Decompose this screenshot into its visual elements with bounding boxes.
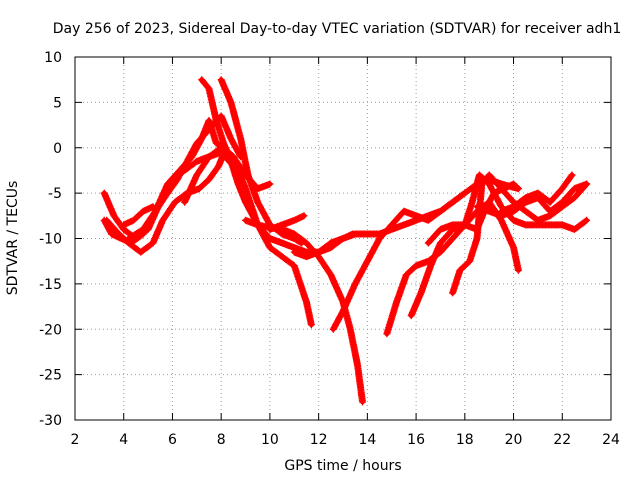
series-track-8 — [181, 144, 274, 206]
y-tick-label: -25 — [39, 368, 62, 384]
series-track-6 — [242, 216, 366, 406]
y-tick-label: 0 — [53, 141, 62, 157]
y-tick-label: -10 — [39, 232, 62, 248]
data-point-markers — [497, 171, 576, 215]
y-tick-label: -15 — [39, 277, 62, 293]
x-tick-label: 16 — [407, 432, 425, 448]
x-tick-label: 14 — [358, 432, 376, 448]
x-tick-label: 12 — [310, 432, 328, 448]
data-point-markers — [181, 144, 274, 206]
data-point-markers — [266, 212, 308, 233]
data-point-markers — [329, 189, 469, 333]
x-tick-label: 2 — [71, 432, 80, 448]
series-track-9 — [290, 176, 522, 261]
x-tick-label: 4 — [119, 432, 128, 448]
series-track-10 — [329, 189, 469, 333]
series-track-15 — [497, 171, 576, 215]
chart-title: Day 256 of 2023, Sidereal Day-to-day VTE… — [53, 21, 621, 37]
data-point-markers — [125, 112, 245, 242]
x-tick-label: 6 — [168, 432, 177, 448]
data-point-markers — [383, 198, 522, 338]
data-point-markers — [242, 216, 366, 406]
series-track-18 — [266, 212, 308, 233]
x-axis-label: GPS time / hours — [284, 458, 401, 474]
y-tick-label: -20 — [39, 322, 62, 338]
series-track-16 — [424, 180, 522, 247]
series-track-7 — [125, 112, 245, 242]
x-tick-label: 24 — [602, 432, 620, 448]
y-tick-label: -30 — [39, 413, 62, 429]
data-point-markers — [290, 176, 522, 261]
y-tick-label: 5 — [53, 95, 62, 111]
series-track-11 — [383, 198, 522, 338]
data-point-markers — [120, 203, 157, 229]
series-layer — [100, 76, 591, 406]
y-tick-label: -5 — [48, 186, 62, 202]
series-track-14 — [473, 180, 591, 220]
y-axis-label: SDTVAR / TECUs — [5, 181, 21, 296]
y-tick-label: 10 — [44, 50, 62, 66]
series-track-17 — [120, 203, 157, 229]
x-tick-label: 18 — [456, 432, 474, 448]
data-point-markers — [473, 180, 591, 220]
x-tick-label: 8 — [217, 432, 226, 448]
data-point-markers — [424, 180, 522, 247]
x-tick-label: 10 — [261, 432, 279, 448]
axis-ticks: 2 4 6 8 10 12 14 16 18 20 22 241050-5-10-15-20-25-3… — [39, 50, 620, 448]
data-point-markers — [198, 76, 357, 256]
x-tick-label: 20 — [505, 432, 523, 448]
x-tick-label: 22 — [553, 432, 571, 448]
